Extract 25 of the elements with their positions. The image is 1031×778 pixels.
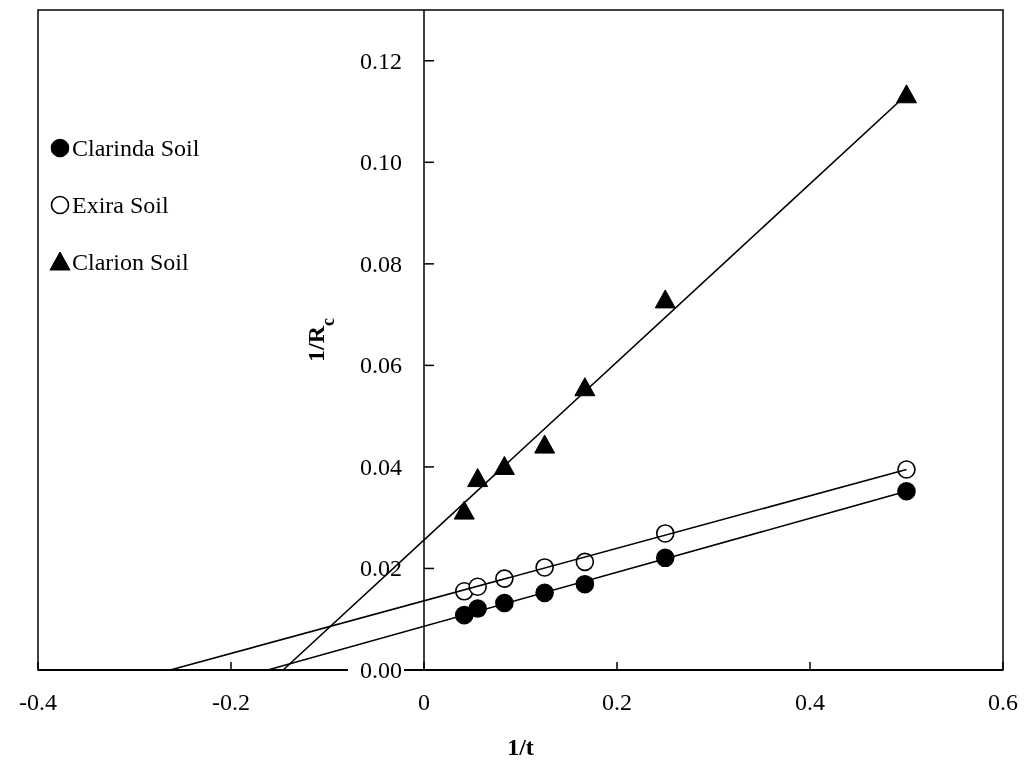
y-tick-label: 0.06 [360,352,402,379]
point [534,434,556,454]
legend-label: Clarion Soil [72,249,189,275]
y-tick-label: 0.12 [360,47,402,74]
x-tick-label: 0.4 [795,689,825,715]
point [453,500,475,520]
point [896,84,917,104]
point [467,468,489,488]
x-tick-label: 0.2 [602,689,632,715]
y-tick-label: 0.04 [360,453,402,480]
y-tick-label: 0.00 [360,657,402,683]
point [897,481,916,501]
legend-label: Clarinda Soil [72,135,200,161]
point [574,377,596,397]
point [897,460,916,479]
legend-label: Exira Soil [72,192,169,218]
x-axis-title: 1/t [507,734,534,760]
x-tick-label: 0.6 [988,689,1018,715]
point [493,455,515,475]
y-tick-label: 0.08 [360,250,402,277]
point [654,289,676,309]
x-tick-label: -0.2 [212,689,250,715]
x-tick-label: -0.4 [19,689,57,715]
y-tick-label: 0.10 [360,149,402,176]
x-tick-label: 0 [418,689,430,715]
